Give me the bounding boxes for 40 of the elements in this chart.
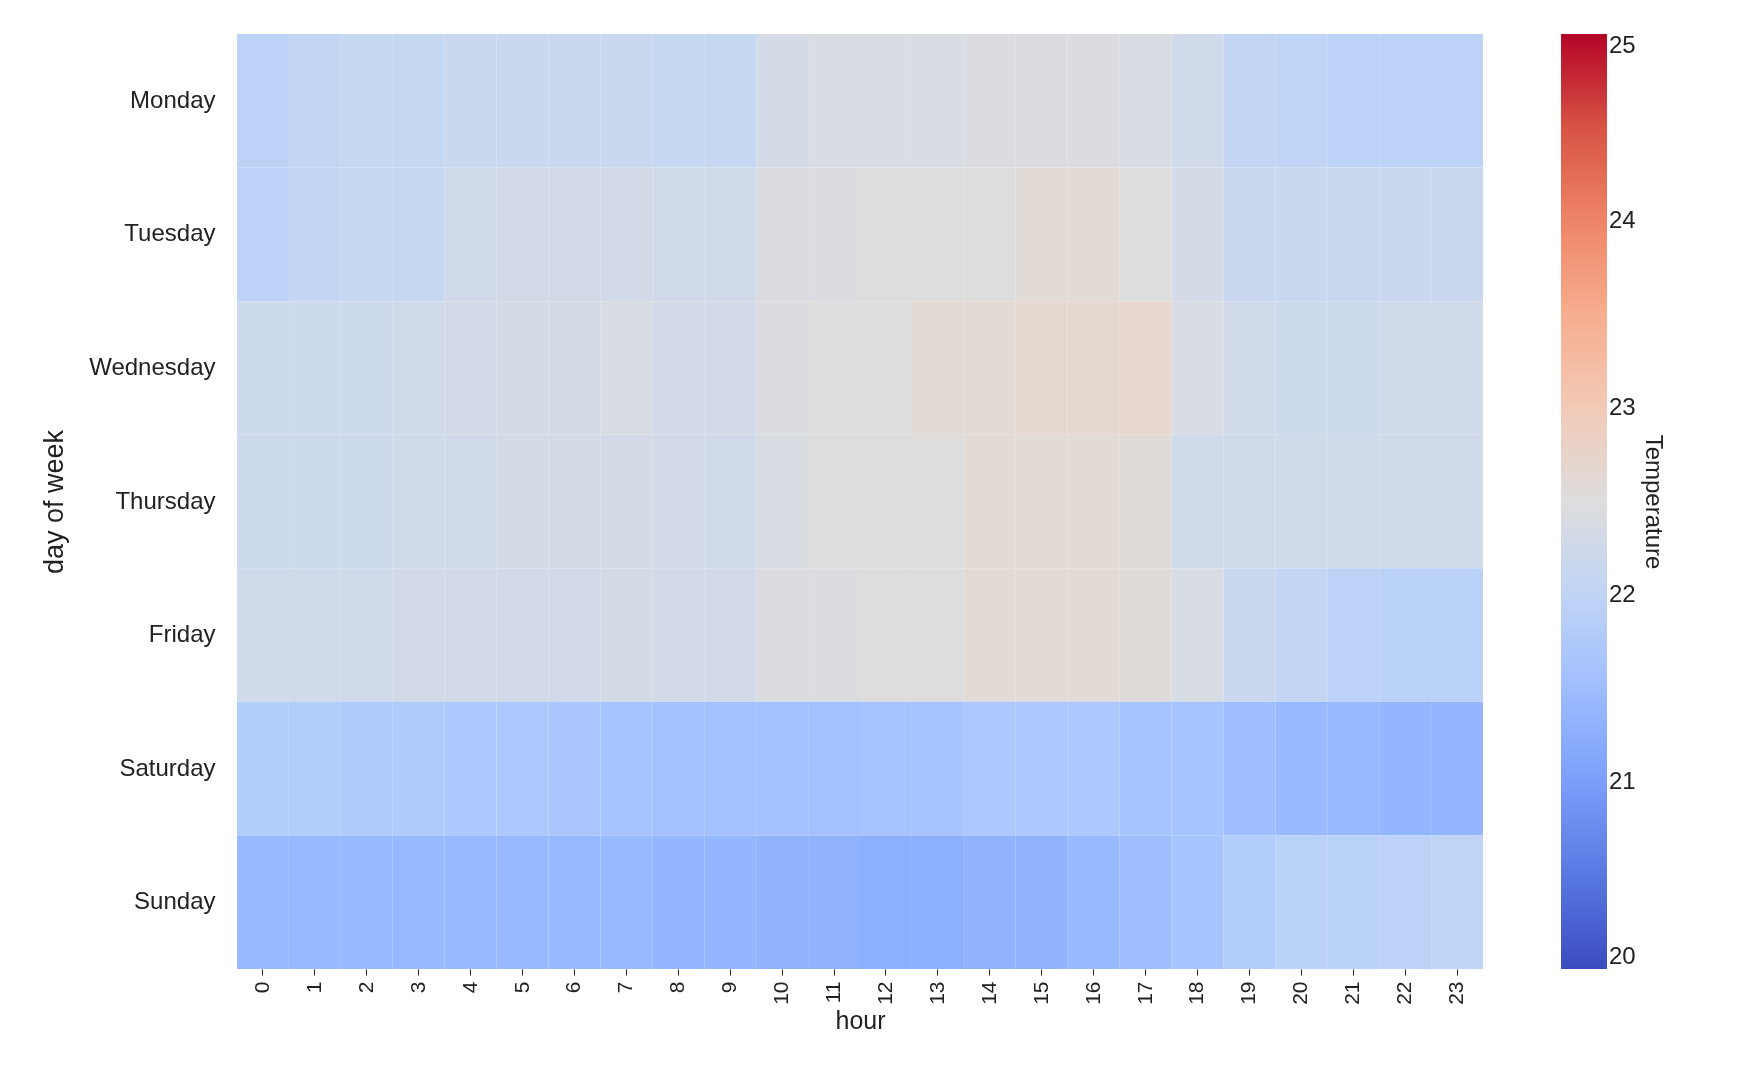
x-tick-label: 8: [665, 981, 689, 994]
color-bar-label: 21: [1609, 767, 1636, 794]
x-tick-label: 13: [924, 981, 948, 1005]
y-tick-label: Sunday: [134, 887, 216, 915]
x-tick-label: 14: [976, 981, 1000, 1005]
x-tick-label: 21: [1340, 981, 1364, 1005]
x-tick-label: 17: [1132, 981, 1156, 1005]
x-tick-label: 11: [821, 981, 845, 1004]
color-bar-label: 20: [1609, 942, 1636, 969]
color-bar-label: 23: [1609, 393, 1636, 420]
x-axis-title: hour: [835, 1005, 886, 1034]
y-tick-label: Friday: [148, 620, 216, 648]
x-tick-label: 19: [1236, 981, 1260, 1005]
y-tick-label: Monday: [130, 85, 216, 113]
x-tick-label: 3: [405, 981, 429, 994]
y-tick-label: Saturday: [119, 753, 216, 781]
y-tick-label: Tuesday: [124, 219, 216, 247]
x-tick-label: 12: [872, 981, 896, 1005]
x-tick-label: 18: [1184, 981, 1208, 1005]
y-tick-label: Wednesday: [89, 352, 216, 380]
x-tick-label: 6: [561, 981, 585, 994]
x-tick-label: 7: [613, 981, 637, 994]
x-tick-label: 1: [301, 981, 325, 994]
x-tick-label: 2: [353, 981, 377, 994]
y-axis-title: day of week: [39, 429, 70, 575]
x-tick-label: 20: [1288, 981, 1312, 1005]
x-tick-label: 4: [457, 981, 481, 994]
color-bar-label: 25: [1609, 31, 1636, 58]
x-tick-label: 16: [1080, 981, 1104, 1005]
color-bar-title: Temperature: [1641, 434, 1668, 570]
x-tick-label: 5: [509, 981, 533, 994]
x-tick-label: 10: [769, 981, 793, 1005]
y-tick-label: Thursday: [115, 486, 216, 514]
x-tick-label: 15: [1028, 981, 1052, 1005]
color-bar-label: 22: [1609, 580, 1636, 607]
x-tick-label: 0: [249, 981, 273, 994]
x-tick-label: 9: [717, 981, 741, 994]
x-tick-label: 22: [1392, 981, 1416, 1005]
color-bar-label: 24: [1609, 206, 1636, 233]
x-tick-label: 23: [1444, 981, 1468, 1005]
